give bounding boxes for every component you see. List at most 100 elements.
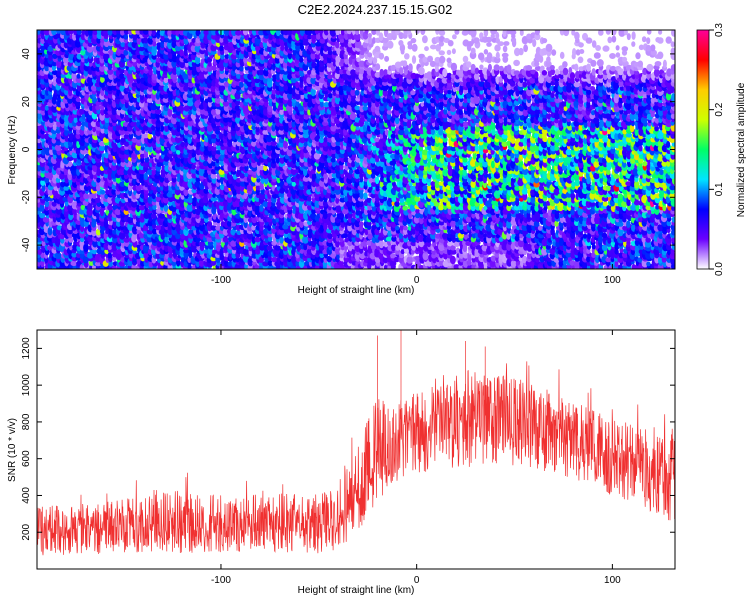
heatmap-cell bbox=[152, 228, 158, 235]
heatmap-cell bbox=[235, 30, 242, 36]
heatmap-cell bbox=[100, 76, 105, 83]
heatmap-cell bbox=[163, 77, 169, 84]
heatmap-cell bbox=[123, 141, 130, 147]
heatmap-cell bbox=[120, 41, 126, 48]
heatmap-cell bbox=[123, 33, 129, 40]
heatmap-cell bbox=[95, 57, 101, 65]
heatmap-cell bbox=[155, 57, 161, 63]
heatmap-cell bbox=[43, 42, 50, 47]
heatmap-cell bbox=[130, 121, 138, 127]
heatmap-cell bbox=[40, 260, 45, 268]
heatmap-cell bbox=[154, 108, 162, 115]
heatmap-cell bbox=[51, 30, 57, 36]
heatmap-cell bbox=[155, 113, 160, 120]
heatmap-cell bbox=[76, 73, 81, 79]
heatmap-cell bbox=[51, 61, 57, 67]
heatmap-cell bbox=[296, 173, 301, 179]
heatmap-cell bbox=[147, 133, 152, 140]
heatmap-cell bbox=[147, 75, 153, 84]
chart-title: C2E2.2024.237.15.15.G02 bbox=[297, 2, 453, 17]
heatmap-cell bbox=[79, 240, 85, 247]
heatmap-cell bbox=[143, 160, 151, 168]
heatmap-cell bbox=[68, 161, 73, 168]
heatmap-cell bbox=[160, 124, 165, 132]
heatmap-cell bbox=[44, 177, 50, 184]
heatmap-cell bbox=[155, 224, 163, 231]
heatmap-cell bbox=[350, 69, 357, 76]
heatmap-cell bbox=[167, 108, 173, 117]
heatmap-cell bbox=[96, 177, 101, 183]
heatmap-cell bbox=[41, 241, 47, 247]
heatmap-cell bbox=[47, 226, 53, 236]
heatmap-cell bbox=[81, 30, 86, 36]
heatmap-cell bbox=[86, 45, 94, 53]
heatmap-cell bbox=[40, 179, 46, 186]
heatmap-cell bbox=[53, 185, 58, 191]
heatmap-cell bbox=[299, 57, 304, 63]
heatmap-cell bbox=[55, 139, 62, 146]
heatmap-cell bbox=[75, 101, 81, 108]
heatmap-cell bbox=[135, 93, 141, 99]
heatmap-cell bbox=[56, 132, 61, 140]
heatmap-cell bbox=[78, 209, 86, 215]
heatmap-cell bbox=[152, 204, 157, 210]
heatmap-cell bbox=[75, 97, 81, 103]
heatmap-cell bbox=[174, 156, 182, 164]
heatmap-cell bbox=[138, 204, 146, 211]
heatmap-cell bbox=[123, 173, 129, 180]
heatmap-cell bbox=[72, 208, 77, 216]
heatmap-cell bbox=[180, 141, 185, 148]
heatmap-cell bbox=[96, 184, 101, 192]
heatmap-cell bbox=[73, 116, 79, 124]
heatmap-cell bbox=[55, 76, 63, 84]
heatmap-cell bbox=[44, 208, 50, 216]
heatmap-cell bbox=[158, 213, 166, 219]
heatmap-cell bbox=[168, 252, 174, 259]
heatmap-cell bbox=[127, 216, 134, 224]
heatmap-cell bbox=[151, 73, 157, 81]
heatmap-cell bbox=[68, 30, 74, 35]
heatmap-cell bbox=[146, 169, 154, 176]
heatmap-cell bbox=[70, 260, 78, 267]
heatmap-cell bbox=[143, 37, 149, 44]
heatmap-cell bbox=[138, 101, 146, 108]
heatmap-cell bbox=[107, 30, 114, 36]
heatmap-cell bbox=[163, 204, 169, 212]
heatmap-cell bbox=[363, 192, 368, 200]
heatmap-cell bbox=[87, 42, 93, 47]
heatmap-cell bbox=[143, 172, 148, 181]
heatmap-cell bbox=[44, 201, 50, 208]
heatmap-cell bbox=[86, 251, 94, 259]
heatmap-cell bbox=[327, 232, 333, 240]
heatmap-cell bbox=[83, 243, 89, 252]
heatmap-cell bbox=[63, 41, 69, 49]
heatmap-cell bbox=[156, 240, 162, 248]
heatmap-cell bbox=[95, 105, 101, 111]
heatmap-cell bbox=[123, 49, 129, 56]
heatmap-cell bbox=[111, 188, 117, 195]
heatmap-cell bbox=[354, 105, 361, 111]
heatmap-cell bbox=[136, 204, 141, 213]
heatmap-cell bbox=[151, 169, 157, 176]
heatmap-cell bbox=[108, 49, 114, 56]
heatmap-cell bbox=[243, 192, 248, 200]
heatmap-cell bbox=[51, 235, 57, 244]
heatmap-cell bbox=[152, 40, 157, 47]
heatmap-cell bbox=[94, 261, 102, 267]
heatmap-cell bbox=[335, 55, 341, 63]
heatmap-cell bbox=[132, 32, 138, 41]
heatmap-cell bbox=[56, 30, 61, 34]
heatmap-cell bbox=[123, 30, 130, 35]
heatmap-cell bbox=[41, 148, 46, 156]
heatmap-cell bbox=[162, 64, 169, 72]
heatmap-cell bbox=[119, 68, 125, 74]
heatmap-cell bbox=[92, 30, 98, 36]
heatmap-cell bbox=[180, 128, 185, 135]
heatmap-cell bbox=[55, 252, 62, 260]
heatmap-cell bbox=[71, 71, 77, 80]
heatmap-cell bbox=[175, 223, 182, 233]
heatmap-cell bbox=[127, 160, 132, 168]
heatmap-cell bbox=[62, 56, 69, 64]
heatmap-cell bbox=[156, 30, 161, 36]
